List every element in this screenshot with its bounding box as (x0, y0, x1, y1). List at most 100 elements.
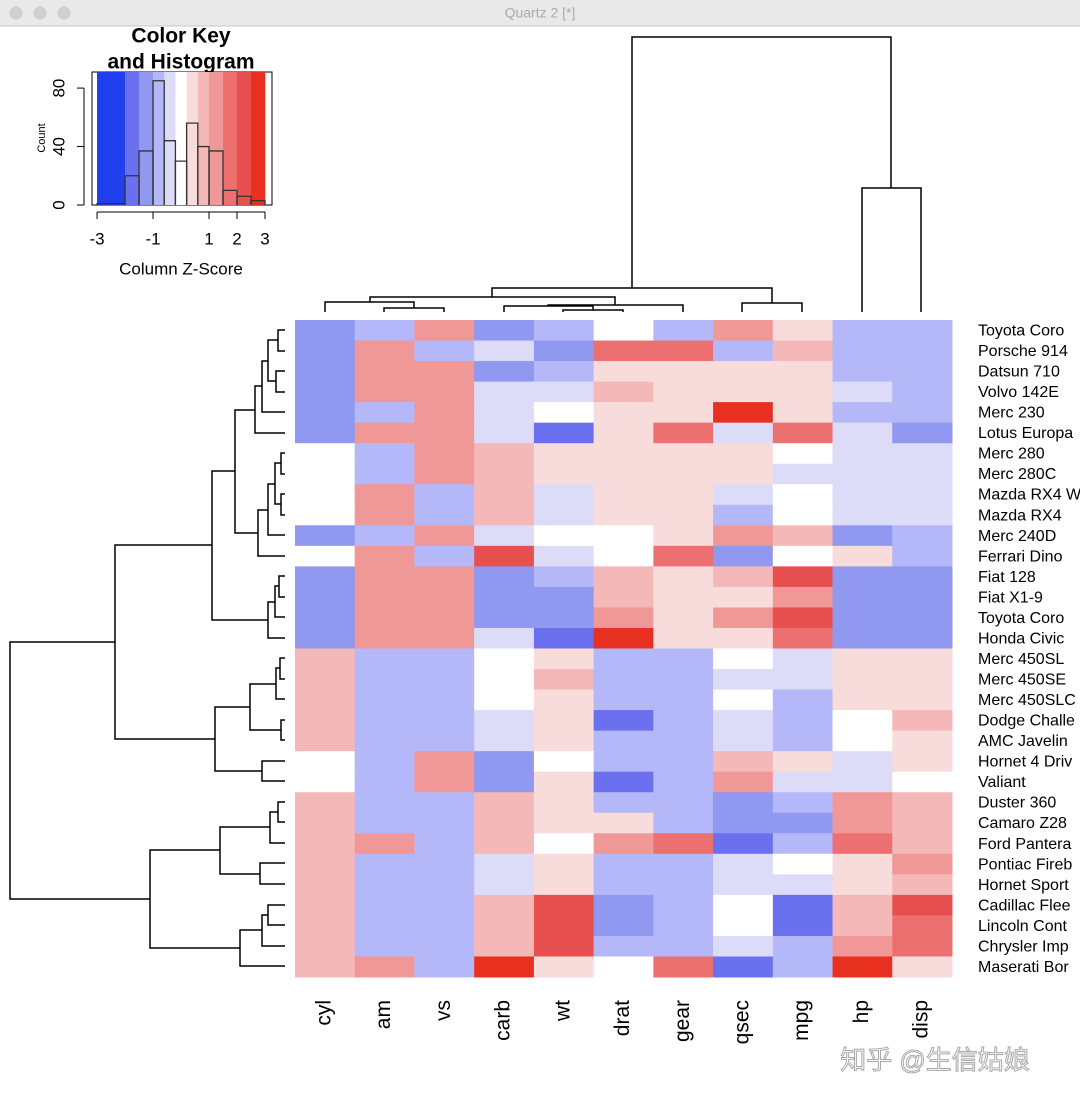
row-label: Merc 280 (978, 446, 1045, 463)
heatmap-cell (772, 340, 834, 362)
heatmap-cell (713, 545, 774, 567)
heatmap-cell (593, 504, 654, 526)
heatmap-cell (593, 586, 654, 608)
heatmap-cell (414, 874, 475, 896)
heatmap-cell (892, 689, 953, 711)
heatmap-cell (653, 443, 714, 465)
heatmap-cell (892, 607, 953, 629)
heatmap-cell (593, 915, 654, 937)
minimize-button[interactable] (33, 6, 47, 20)
heatmap-cell (653, 935, 714, 957)
heatmap-cell (474, 402, 535, 424)
heatmap-cell (474, 361, 535, 383)
heatmap-cell (713, 730, 774, 752)
heatmap-cell (653, 340, 714, 362)
column-label: disp (910, 1000, 933, 1039)
heatmap-cell (593, 525, 654, 547)
heatmap-cell (892, 361, 953, 383)
heatmap-cell (593, 710, 654, 732)
heatmap-cell (772, 525, 834, 547)
heatmap-cell (533, 422, 595, 444)
heatmap-cell (295, 648, 356, 670)
heatmap-cell (892, 792, 953, 814)
zoom-button[interactable] (57, 6, 71, 20)
heatmap-cell (414, 915, 475, 937)
heatmap-cell (354, 894, 415, 916)
heatmap-cell (832, 771, 893, 793)
heatmap-cell (533, 566, 595, 588)
heatmap-cell (892, 545, 953, 567)
heatmap-cell (474, 566, 535, 588)
key-x-tick-label: 2 (232, 229, 241, 248)
heatmap-cell (474, 627, 535, 649)
heatmap-cell (414, 771, 475, 793)
heatmap-cell (653, 586, 714, 608)
row-label: Hornet Sport (978, 877, 1069, 894)
heatmap-cell (713, 422, 774, 444)
heatmap-cell (295, 730, 356, 752)
heatmap-cell (533, 320, 595, 342)
heatmap-cell (295, 525, 356, 547)
heatmap-cell (533, 525, 595, 547)
heatmap-cell (533, 648, 595, 670)
close-button[interactable] (9, 6, 23, 20)
heatmap-cell (354, 381, 415, 403)
heatmap-cell (354, 792, 415, 814)
heatmap-cell (653, 812, 714, 834)
heatmap-cell (474, 381, 535, 403)
heatmap-cell (593, 607, 654, 629)
heatmap-cell (832, 812, 893, 834)
heatmap-cell (295, 484, 356, 506)
heatmap-cell (892, 853, 953, 875)
heatmap-cell (474, 422, 535, 444)
heatmap-cell (772, 627, 834, 649)
heatmap-cell (474, 730, 535, 752)
heatmap-cell (772, 812, 834, 834)
heatmap-cell (892, 669, 953, 691)
heatmap-cell (892, 874, 953, 896)
heatmap-cell (354, 689, 415, 711)
heatmap-cell (414, 566, 475, 588)
heatmap-cell (533, 669, 595, 691)
heatmap-cell (414, 935, 475, 957)
heatmap-cell (653, 627, 714, 649)
heatmap-cell (832, 689, 893, 711)
key-x-tick-label: -3 (89, 229, 104, 248)
heatmap-cell (772, 545, 834, 567)
heatmap-cell (892, 566, 953, 588)
key-band (164, 72, 176, 205)
heatmap-cell (772, 915, 834, 937)
heatmap-cell (474, 689, 535, 711)
heatmap-cell (832, 648, 893, 670)
heatmap-cell (713, 710, 774, 732)
heatmap-cell (713, 566, 774, 588)
heatmap-cell (892, 504, 953, 526)
heatmap-cell (713, 669, 774, 691)
heatmap-cell (354, 463, 415, 485)
heatmap-cell (832, 751, 893, 773)
heatmap-cell (593, 545, 654, 567)
heatmap-cell (474, 340, 535, 362)
heatmap-cell (593, 853, 654, 875)
heatmap-cell (354, 627, 415, 649)
heatmap-cell (653, 361, 714, 383)
heatmap-cell (533, 894, 595, 916)
heatmap-cell (414, 422, 475, 444)
row-label: AMC Javelin (978, 733, 1068, 750)
key-x-tick-label: 1 (204, 229, 213, 248)
heatmap-cell (892, 586, 953, 608)
heatmap-cell (772, 956, 834, 978)
heatmap-cell (414, 504, 475, 526)
heatmap-cell (832, 402, 893, 424)
row-label: Dodge Challe (978, 713, 1075, 730)
heatmap-cell (832, 586, 893, 608)
heatmap-cell (653, 484, 714, 506)
row-label: Merc 450SLC (978, 692, 1076, 709)
heatmap-cell (295, 935, 356, 957)
title-bar (0, 0, 1080, 26)
row-label: Merc 450SE (978, 672, 1066, 689)
heatmap-cell (892, 935, 953, 957)
heatmap-cell (832, 320, 893, 342)
